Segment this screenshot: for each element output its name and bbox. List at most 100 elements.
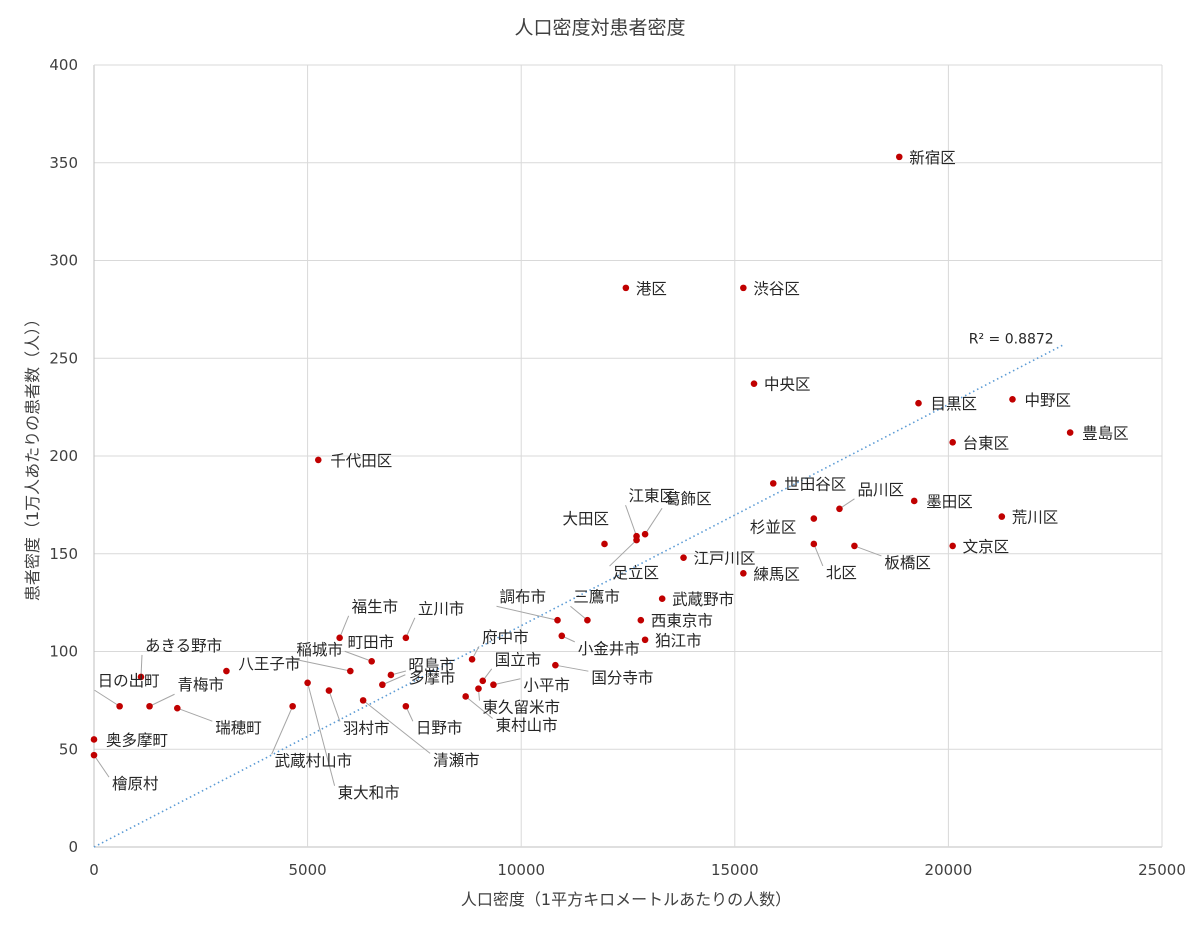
data-label: 羽村市 xyxy=(343,720,390,738)
leader-line xyxy=(344,650,372,662)
data-point xyxy=(740,284,747,292)
leader-line xyxy=(609,539,637,567)
data-point xyxy=(223,667,230,675)
data-point xyxy=(146,702,153,710)
leader-line xyxy=(93,754,110,778)
y-tick-label: 400 xyxy=(49,56,78,74)
data-point xyxy=(468,656,476,663)
x-tick-label: 20000 xyxy=(925,861,973,879)
data-point xyxy=(949,439,956,446)
data-point xyxy=(584,616,591,624)
data-point xyxy=(325,687,333,694)
data-label: 立川市 xyxy=(418,600,465,618)
leader-line xyxy=(493,678,521,686)
trendline: R² = 0.8872 xyxy=(93,332,1065,848)
trendline-path xyxy=(93,343,1065,848)
leader-line xyxy=(496,605,558,621)
data-point xyxy=(137,673,145,681)
data-point xyxy=(558,632,566,640)
data-point xyxy=(601,540,608,548)
data-point xyxy=(479,677,487,685)
data-label: 檜原村 xyxy=(112,774,159,793)
data-label: 品川区 xyxy=(857,481,904,499)
y-tick-label: 300 xyxy=(49,252,78,270)
data-label: 中野区 xyxy=(1024,391,1071,409)
chart-title: 人口密度対患者密度 xyxy=(514,17,685,39)
data-label: 小平市 xyxy=(523,677,570,695)
x-tick-label: 25000 xyxy=(1138,861,1186,879)
data-point xyxy=(379,681,386,689)
data-point xyxy=(1009,396,1016,403)
data-label: 小金井市 xyxy=(578,640,640,658)
data-label: 中央区 xyxy=(764,376,811,394)
data-label: 調布市 xyxy=(500,588,547,606)
data-point xyxy=(174,704,181,712)
data-label: 台東区 xyxy=(963,434,1010,452)
data-point xyxy=(359,697,367,704)
data-label: 荒川区 xyxy=(1012,509,1059,527)
data-label: 武蔵村山市 xyxy=(275,752,353,770)
data-point xyxy=(998,513,1006,520)
data-label: 足立区 xyxy=(613,564,660,582)
leader-line xyxy=(644,507,663,535)
data-label: 福生市 xyxy=(352,598,399,616)
data-point xyxy=(368,657,375,665)
data-point xyxy=(895,153,903,161)
data-label: 狛江市 xyxy=(655,632,702,650)
data-label: 稲城市 xyxy=(296,641,343,659)
data-point xyxy=(304,679,311,687)
data-label: 新宿区 xyxy=(909,149,956,167)
data-point xyxy=(336,634,343,642)
y-tick-label: 250 xyxy=(49,349,78,367)
data-label: 千代田区 xyxy=(330,452,392,470)
data-label: 北区 xyxy=(826,564,857,582)
data-label: 東久留米市 xyxy=(482,699,560,717)
data-label: 東大和市 xyxy=(338,784,400,802)
y-tick-label: 100 xyxy=(49,643,78,661)
data-point xyxy=(475,685,482,692)
data-label: 世田谷区 xyxy=(784,475,846,493)
leader-line xyxy=(570,605,588,621)
data-point xyxy=(810,515,818,522)
data-point xyxy=(90,751,98,759)
leader-line xyxy=(382,674,406,686)
leader-line xyxy=(328,690,341,722)
leader-line xyxy=(94,689,120,707)
data-point xyxy=(116,702,123,710)
x-tick-label: 10000 xyxy=(497,861,545,879)
data-label: 文京区 xyxy=(963,538,1010,556)
data-label: 江東区 xyxy=(629,487,676,505)
data-label: 八王子市 xyxy=(238,655,300,673)
data-point xyxy=(637,616,645,624)
leader-line xyxy=(405,617,416,639)
leader-line xyxy=(339,615,350,639)
data-label: 杉並区 xyxy=(750,519,797,537)
leader-line xyxy=(307,682,336,786)
data-label: 三鷹市 xyxy=(573,587,620,606)
axes: 0 50 100 150 200 250 300 350 400 0 5000 10000 15000 2… xyxy=(49,56,1186,879)
data-label: 青梅市 xyxy=(178,676,225,694)
data-label: 渋谷区 xyxy=(753,280,800,298)
data-label: 多摩市 xyxy=(409,669,456,687)
data-point xyxy=(949,542,956,550)
data-point xyxy=(402,634,410,642)
grid xyxy=(93,64,1163,848)
data-label: 豊島区 xyxy=(1082,425,1129,443)
data-label: 墨田区 xyxy=(926,493,973,511)
data-point xyxy=(490,681,497,689)
leader-line xyxy=(362,699,431,754)
leader-line xyxy=(293,658,351,672)
y-tick-label: 0 xyxy=(68,838,78,856)
data-label: 大田区 xyxy=(563,510,610,528)
data-label: 国立市 xyxy=(495,651,542,669)
data-label: 練馬区 xyxy=(753,565,800,583)
leader-lines xyxy=(93,498,882,786)
data-point xyxy=(641,530,649,538)
data-label: あきる野市 xyxy=(145,637,222,655)
x-tick-label: 5000 xyxy=(289,861,327,879)
data-point xyxy=(462,693,469,700)
data-label: 目黒区 xyxy=(930,395,977,413)
leader-line xyxy=(465,696,493,719)
